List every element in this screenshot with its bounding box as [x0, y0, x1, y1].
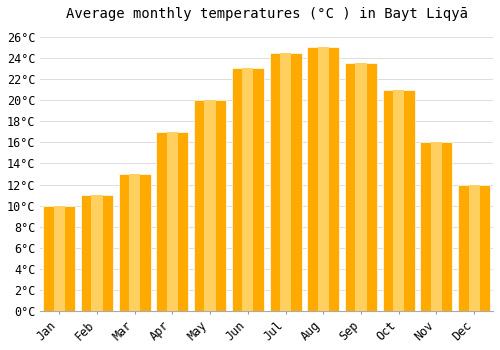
Bar: [382, 90, 415, 311]
Bar: [458, 184, 490, 311]
Bar: [118, 174, 150, 311]
Bar: [307, 47, 340, 311]
Bar: [204, 100, 216, 311]
Bar: [232, 69, 264, 311]
Bar: [345, 63, 377, 311]
Bar: [280, 52, 291, 311]
Bar: [194, 100, 226, 311]
Bar: [356, 63, 366, 311]
Title: Average monthly temperatures (°C ) in Bayt Liqyā: Average monthly temperatures (°C ) in Ba…: [66, 7, 468, 21]
Bar: [242, 69, 254, 311]
Bar: [129, 174, 140, 311]
Bar: [468, 184, 480, 311]
Bar: [92, 195, 102, 311]
Bar: [43, 205, 75, 311]
Bar: [54, 205, 65, 311]
Bar: [166, 132, 178, 311]
Bar: [270, 52, 302, 311]
Bar: [420, 142, 452, 311]
Bar: [156, 132, 188, 311]
Bar: [393, 90, 404, 311]
Bar: [318, 47, 329, 311]
Bar: [81, 195, 113, 311]
Bar: [431, 142, 442, 311]
